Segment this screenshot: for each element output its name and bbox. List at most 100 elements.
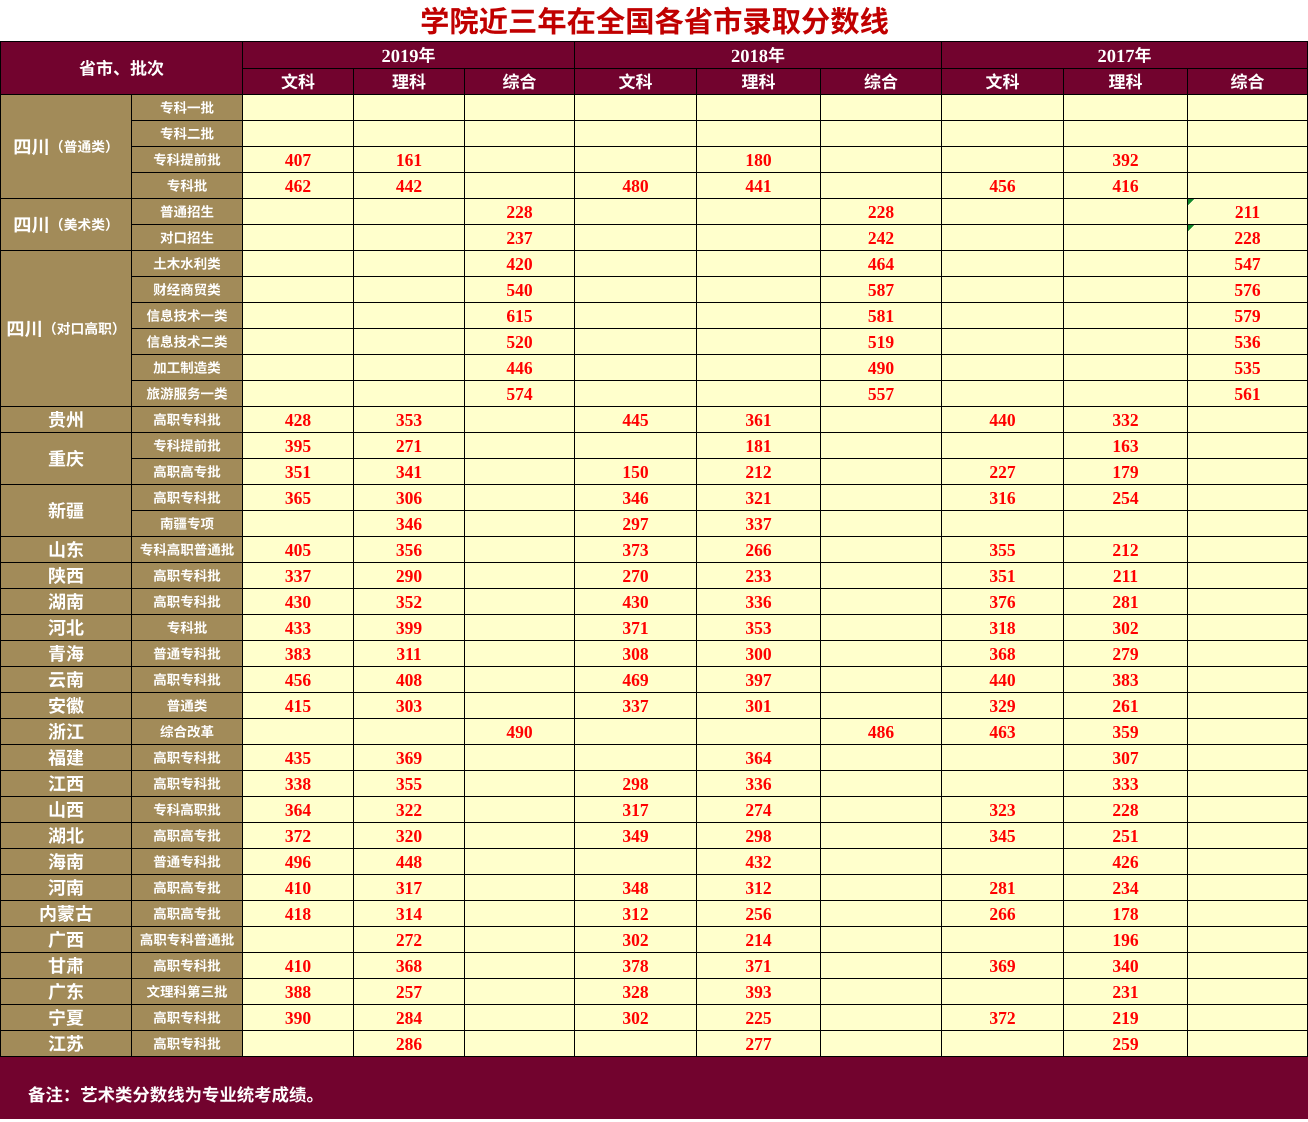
- svg-text:337: 337: [745, 514, 772, 534]
- svg-text:428: 428: [285, 410, 312, 430]
- svg-text:259: 259: [1112, 1034, 1139, 1054]
- svg-text:352: 352: [396, 592, 422, 612]
- svg-text:308: 308: [622, 644, 649, 664]
- svg-text:322: 322: [396, 800, 422, 820]
- svg-text:317: 317: [622, 800, 649, 820]
- svg-text:351: 351: [989, 566, 1015, 586]
- svg-text:161: 161: [396, 150, 422, 170]
- svg-text:257: 257: [396, 982, 423, 1002]
- svg-text:320: 320: [396, 826, 423, 846]
- svg-text:318: 318: [989, 618, 1016, 638]
- svg-text:353: 353: [745, 618, 772, 638]
- svg-text:536: 536: [1234, 332, 1261, 352]
- svg-text:306: 306: [396, 488, 423, 508]
- svg-text:196: 196: [1112, 930, 1139, 950]
- svg-text:440: 440: [989, 410, 1016, 430]
- svg-text:225: 225: [745, 1008, 772, 1028]
- svg-text:361: 361: [745, 410, 771, 430]
- svg-text:266: 266: [745, 540, 772, 560]
- svg-text:356: 356: [396, 540, 423, 560]
- svg-text:181: 181: [745, 436, 771, 456]
- svg-text:480: 480: [622, 176, 649, 196]
- svg-text:272: 272: [396, 930, 422, 950]
- svg-text:369: 369: [989, 956, 1016, 976]
- svg-text:312: 312: [622, 904, 648, 924]
- svg-text:426: 426: [1112, 852, 1139, 872]
- svg-text:333: 333: [1112, 774, 1139, 794]
- svg-text:462: 462: [285, 176, 311, 196]
- svg-text:557: 557: [868, 384, 895, 404]
- svg-text:281: 281: [989, 878, 1015, 898]
- svg-text:353: 353: [396, 410, 423, 430]
- svg-text:442: 442: [396, 176, 422, 196]
- svg-text:270: 270: [622, 566, 649, 586]
- svg-text:371: 371: [745, 956, 771, 976]
- svg-text:302: 302: [622, 1008, 648, 1028]
- svg-text:150: 150: [622, 462, 649, 482]
- svg-text:408: 408: [396, 670, 423, 690]
- svg-text:418: 418: [285, 904, 312, 924]
- svg-text:311: 311: [396, 644, 421, 664]
- svg-text:388: 388: [285, 982, 312, 1002]
- svg-text:332: 332: [1112, 410, 1138, 430]
- svg-text:281: 281: [1112, 592, 1138, 612]
- svg-text:242: 242: [868, 228, 894, 248]
- svg-text:535: 535: [1234, 358, 1261, 378]
- svg-text:576: 576: [1234, 280, 1261, 300]
- svg-text:486: 486: [868, 722, 895, 742]
- svg-text:464: 464: [868, 254, 895, 274]
- svg-text:301: 301: [745, 696, 771, 716]
- svg-text:234: 234: [1112, 878, 1139, 898]
- svg-text:407: 407: [285, 150, 312, 170]
- svg-text:329: 329: [989, 696, 1016, 716]
- svg-text:587: 587: [868, 280, 895, 300]
- svg-text:446: 446: [506, 358, 533, 378]
- svg-text:211: 211: [1235, 202, 1260, 222]
- svg-text:261: 261: [1112, 696, 1138, 716]
- svg-text:432: 432: [745, 852, 771, 872]
- svg-text:338: 338: [285, 774, 312, 794]
- svg-text:178: 178: [1112, 904, 1139, 924]
- svg-text:561: 561: [1234, 384, 1260, 404]
- svg-text:180: 180: [745, 150, 772, 170]
- svg-text:355: 355: [989, 540, 1016, 560]
- svg-text:298: 298: [622, 774, 649, 794]
- svg-text:469: 469: [622, 670, 649, 690]
- svg-text:163: 163: [1112, 436, 1139, 456]
- svg-text:496: 496: [285, 852, 312, 872]
- svg-text:448: 448: [396, 852, 423, 872]
- svg-text:445: 445: [622, 410, 649, 430]
- svg-text:368: 368: [989, 644, 1016, 664]
- svg-text:383: 383: [285, 644, 312, 664]
- svg-text:336: 336: [745, 774, 772, 794]
- svg-text:231: 231: [1112, 982, 1138, 1002]
- svg-text:378: 378: [622, 956, 649, 976]
- svg-text:227: 227: [989, 462, 1016, 482]
- svg-text:349: 349: [622, 826, 649, 846]
- svg-text:383: 383: [1112, 670, 1139, 690]
- svg-text:581: 581: [868, 306, 894, 326]
- svg-text:371: 371: [622, 618, 648, 638]
- svg-text:279: 279: [1112, 644, 1139, 664]
- svg-text:321: 321: [745, 488, 771, 508]
- svg-text:365: 365: [285, 488, 312, 508]
- svg-text:302: 302: [1112, 618, 1138, 638]
- svg-text:416: 416: [1112, 176, 1139, 196]
- svg-text:337: 337: [622, 696, 649, 716]
- svg-text:420: 420: [506, 254, 533, 274]
- svg-text:520: 520: [506, 332, 533, 352]
- svg-text:430: 430: [622, 592, 649, 612]
- svg-text:373: 373: [622, 540, 649, 560]
- svg-text:297: 297: [622, 514, 649, 534]
- svg-text:345: 345: [989, 826, 1016, 846]
- svg-text:323: 323: [989, 800, 1016, 820]
- svg-text:219: 219: [1112, 1008, 1139, 1028]
- svg-text:256: 256: [745, 904, 772, 924]
- svg-text:376: 376: [989, 592, 1016, 612]
- svg-text:302: 302: [622, 930, 648, 950]
- svg-text:399: 399: [396, 618, 423, 638]
- svg-text:490: 490: [868, 358, 895, 378]
- svg-text:340: 340: [1112, 956, 1139, 976]
- svg-text:316: 316: [989, 488, 1016, 508]
- svg-text:490: 490: [506, 722, 533, 742]
